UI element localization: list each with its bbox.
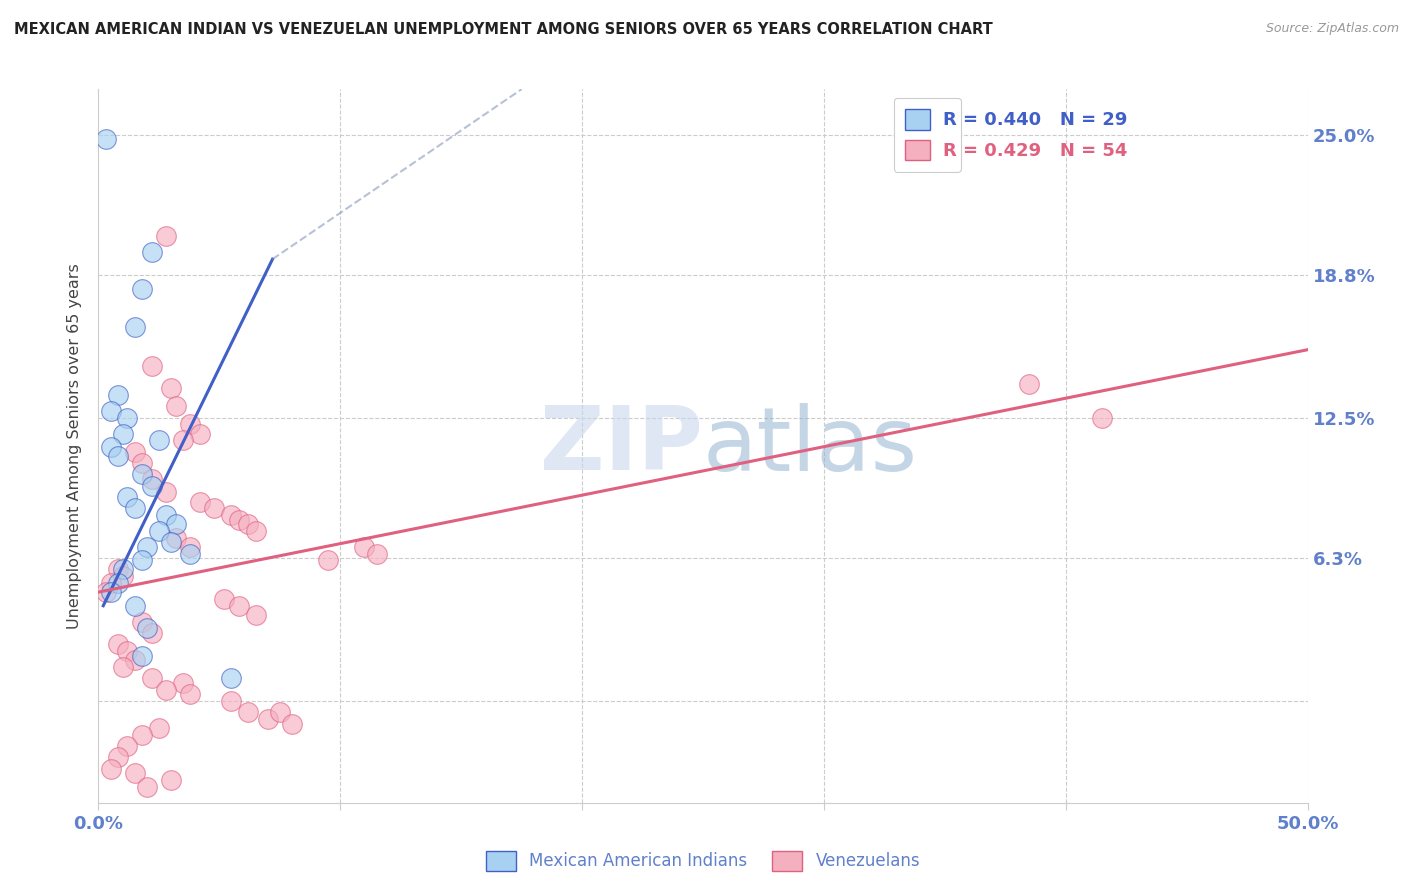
Point <box>160 535 183 549</box>
Point <box>124 444 146 458</box>
Point <box>160 773 183 788</box>
Point <box>256 712 278 726</box>
Point <box>165 517 187 532</box>
Text: R = 0.440   N = 29: R = 0.440 N = 29 <box>943 111 1128 128</box>
Point <box>135 621 157 635</box>
Point <box>117 410 139 425</box>
Point <box>1091 410 1114 425</box>
Point <box>124 501 146 516</box>
Point <box>155 508 177 522</box>
Point <box>155 485 177 500</box>
Point <box>124 599 146 613</box>
Point <box>245 524 267 538</box>
Point <box>316 553 339 567</box>
Text: ZIP: ZIP <box>540 402 703 490</box>
Point <box>245 607 267 622</box>
Point <box>148 524 170 538</box>
Point <box>269 705 291 719</box>
Point <box>94 132 117 146</box>
Legend:  ,  : , <box>894 97 960 171</box>
Point <box>281 716 304 731</box>
Point <box>141 626 163 640</box>
Point <box>141 245 163 260</box>
Point <box>141 671 163 685</box>
Point <box>179 540 201 554</box>
Point <box>228 513 250 527</box>
Point <box>141 472 163 486</box>
Point <box>107 637 129 651</box>
Point <box>100 404 122 418</box>
Point <box>221 671 243 685</box>
Point <box>124 766 146 780</box>
Point <box>117 644 139 658</box>
Point <box>141 359 163 373</box>
Point <box>124 320 146 334</box>
Y-axis label: Unemployment Among Seniors over 65 years: Unemployment Among Seniors over 65 years <box>67 263 83 629</box>
Point <box>107 562 129 576</box>
Point <box>100 576 122 591</box>
Point <box>107 449 129 463</box>
Point <box>228 599 250 613</box>
Point <box>94 585 117 599</box>
Point <box>135 540 157 554</box>
Point <box>221 694 243 708</box>
Point <box>131 648 153 663</box>
Legend: Mexican American Indians, Venezuelans: Mexican American Indians, Venezuelans <box>478 842 928 880</box>
Point <box>111 569 134 583</box>
Point <box>238 517 260 532</box>
Point <box>148 434 170 448</box>
Point <box>141 478 163 492</box>
Point <box>148 721 170 735</box>
Point <box>172 434 194 448</box>
Point <box>212 591 235 606</box>
Point <box>221 508 243 522</box>
Point <box>165 531 187 545</box>
Point <box>135 780 157 794</box>
Point <box>172 675 194 690</box>
Point <box>1018 376 1040 391</box>
Point <box>238 705 260 719</box>
Text: atlas: atlas <box>703 402 918 490</box>
Point <box>107 750 129 764</box>
Point <box>131 281 153 295</box>
Text: Source: ZipAtlas.com: Source: ZipAtlas.com <box>1265 22 1399 36</box>
Point <box>188 494 211 508</box>
Point <box>111 660 134 674</box>
Point <box>131 728 153 742</box>
Point <box>165 400 187 414</box>
Point <box>100 762 122 776</box>
Point <box>188 426 211 441</box>
Text: R = 0.429   N = 54: R = 0.429 N = 54 <box>943 142 1128 160</box>
Point <box>111 562 134 576</box>
Point <box>111 426 134 441</box>
Point <box>107 388 129 402</box>
Point <box>155 682 177 697</box>
Point <box>155 229 177 244</box>
Point <box>131 467 153 482</box>
Point <box>179 687 201 701</box>
Point <box>124 653 146 667</box>
Point <box>131 553 153 567</box>
Point <box>117 490 139 504</box>
Text: MEXICAN AMERICAN INDIAN VS VENEZUELAN UNEMPLOYMENT AMONG SENIORS OVER 65 YEARS C: MEXICAN AMERICAN INDIAN VS VENEZUELAN UN… <box>14 22 993 37</box>
Point <box>100 585 122 599</box>
Point <box>204 501 226 516</box>
Point <box>179 417 201 432</box>
Point <box>353 540 375 554</box>
Point <box>117 739 139 754</box>
Point <box>366 547 388 561</box>
Point <box>100 440 122 454</box>
Point <box>131 456 153 470</box>
Point <box>179 547 201 561</box>
Point <box>131 615 153 629</box>
Point <box>107 576 129 591</box>
Point <box>160 381 183 395</box>
